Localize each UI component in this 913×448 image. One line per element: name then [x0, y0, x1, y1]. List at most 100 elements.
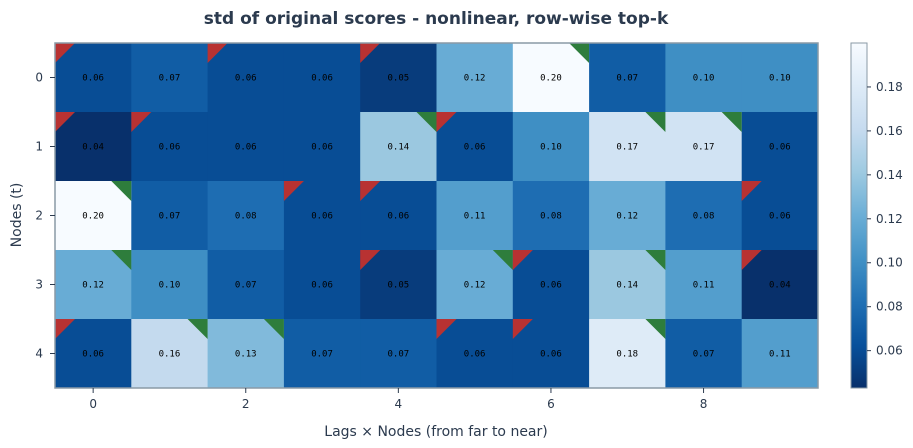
x-tick-label: 2: [242, 397, 250, 411]
heatmap-cell-r1-c6: [512, 112, 590, 182]
heatmap-cell-r3-c4: [360, 250, 437, 320]
cell-value-label: 0.14: [616, 281, 638, 291]
cell-value-label: 0.06: [540, 350, 562, 360]
heatmap-cell-r0-c2: [207, 43, 285, 113]
y-tick-label: 2: [35, 209, 43, 223]
cell-value-label: 0.18: [616, 350, 638, 360]
cell-value-label: 0.06: [464, 143, 486, 153]
red-corner-marker: [360, 250, 381, 270]
cell-value-label: 0.14: [388, 143, 410, 153]
colorbar-ticks: 0.06 0.08 0.10 0.12 0.14 0.16 0.18: [867, 80, 903, 358]
cell-value-labels: 0.06 0.07 0.06 0.06 0.05 0.12 0.20 0.07 0.10 0.10…: [82, 74, 790, 360]
red-corner-marker: [436, 319, 457, 339]
heatmap-cell-r0-c5: [436, 43, 514, 113]
colorbar-tick-label: 0.10: [876, 256, 903, 270]
heatmap-cell-r1-c3: [283, 112, 361, 182]
heatmap-cell-r1-c5: [436, 112, 514, 182]
heatmap-cell-r0-c6: [512, 43, 590, 113]
x-axis-label: Lags × Nodes (from far to near): [324, 424, 547, 440]
cell-value-label: 0.12: [464, 281, 486, 291]
cell-value-label: 0.04: [82, 143, 104, 153]
cell-value-label: 0.10: [693, 74, 715, 84]
heatmap-cell-r1-c7: [589, 112, 666, 182]
green-corner-marker: [645, 112, 666, 132]
colorbar-tick-label: 0.18: [876, 80, 903, 94]
cell-value-label: 0.11: [464, 212, 486, 222]
x-tick-label: 0: [89, 397, 97, 411]
red-corner-marker: [283, 181, 304, 201]
heatmap-cell-r0-c3: [283, 43, 361, 113]
cell-value-label: 0.06: [82, 74, 104, 84]
heatmap-cell-r4-c6: [512, 319, 590, 389]
colorbar-tick-label: 0.12: [876, 212, 903, 226]
green-corner-marker: [645, 319, 666, 339]
corner-markers: [55, 43, 762, 339]
green-corner-marker: [645, 250, 666, 270]
heatmap-cell-r3-c2: [207, 250, 285, 320]
red-corner-marker: [131, 112, 152, 132]
red-corner-marker: [741, 250, 762, 270]
heatmap-cell-r3-c7: [589, 250, 666, 320]
cell-value-label: 0.06: [235, 74, 257, 84]
colorbar-tick-label: 0.06: [876, 344, 903, 358]
cell-value-label: 0.11: [769, 350, 791, 360]
green-corner-marker: [263, 319, 284, 339]
cell-value-label: 0.17: [693, 143, 715, 153]
x-axis: 0 2 4 6 8: [89, 388, 707, 411]
chart-title: std of original scores - nonlinear, row-…: [204, 9, 669, 29]
cell-value-label: 0.06: [769, 212, 791, 222]
heatmap-cell-r4-c2: [207, 319, 285, 389]
cell-value-label: 0.12: [616, 212, 638, 222]
heatmap-cell-r1-c1: [131, 112, 209, 182]
cell-value-label: 0.07: [159, 74, 181, 84]
cell-value-label: 0.13: [235, 350, 257, 360]
heatmap-cell-r3-c6: [512, 250, 590, 320]
heatmap-cell-r2-c7: [589, 181, 666, 251]
heatmap-cell-r3-c5: [436, 250, 514, 320]
red-corner-marker: [512, 250, 533, 270]
heatmap-cells: [55, 43, 819, 389]
cell-value-label: 0.12: [82, 281, 104, 291]
heatmap-cell-r3-c1: [131, 250, 209, 320]
colorbar-tick-label: 0.14: [876, 168, 903, 182]
red-corner-marker: [360, 181, 381, 201]
heatmap-cell-r3-c0: [55, 250, 132, 320]
heatmap-cell-r2-c2: [207, 181, 285, 251]
heatmap-cell-r0-c1: [131, 43, 209, 113]
y-axis-label: Nodes (t): [9, 183, 25, 248]
heatmap-cell-r4-c4: [360, 319, 437, 389]
cell-value-label: 0.06: [311, 281, 333, 291]
heatmap-cell-r1-c0: [55, 112, 132, 182]
heatmap-cell-r2-c5: [436, 181, 514, 251]
cell-value-label: 0.06: [388, 212, 410, 222]
heatmap-cell-r2-c0: [55, 181, 132, 251]
heatmap-cell-r4-c5: [436, 319, 514, 389]
red-corner-marker: [741, 181, 762, 201]
colorbar-tick-label: 0.16: [876, 124, 903, 138]
y-tick-label: 1: [35, 140, 43, 154]
green-corner-marker: [416, 112, 437, 132]
cell-value-label: 0.11: [693, 281, 715, 291]
cell-value-label: 0.04: [769, 281, 791, 291]
heatmap-cell-r2-c3: [283, 181, 361, 251]
cell-value-label: 0.06: [235, 143, 257, 153]
cell-value-label: 0.07: [616, 74, 638, 84]
heatmap-cell-r0-c7: [589, 43, 666, 113]
cell-value-label: 0.10: [540, 143, 562, 153]
colorbar: [850, 42, 868, 389]
heatmap-cell-r4-c3: [283, 319, 361, 389]
heatmap-cell-r2-c4: [360, 181, 437, 251]
cell-value-label: 0.12: [464, 74, 486, 84]
heatmap-cell-r4-c8: [665, 319, 743, 389]
red-corner-marker: [207, 43, 228, 63]
cell-value-label: 0.08: [235, 212, 257, 222]
red-corner-marker: [55, 43, 75, 63]
heatmap-cell-r1-c8: [665, 112, 743, 182]
y-tick-label: 3: [35, 278, 43, 292]
cell-value-label: 0.07: [388, 350, 410, 360]
heatmap-cell-r3-c3: [283, 250, 361, 320]
green-corner-marker: [721, 112, 742, 132]
cell-value-label: 0.10: [769, 74, 791, 84]
cell-value-label: 0.06: [82, 350, 104, 360]
cell-value-label: 0.08: [693, 212, 715, 222]
